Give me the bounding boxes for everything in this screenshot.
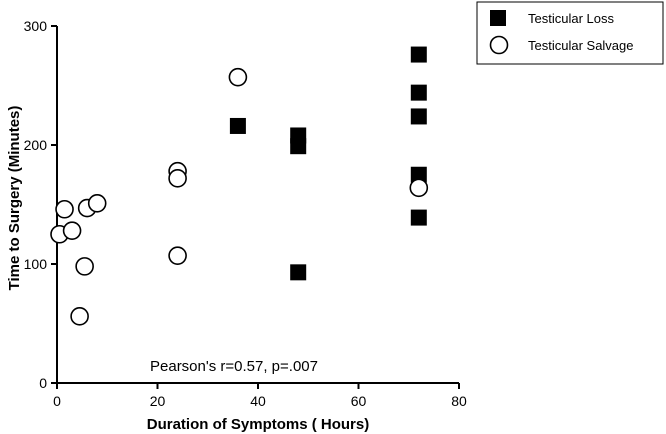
legend-marker-testicular-salvage [489,35,509,55]
y-tick-label: 300 [24,18,48,34]
point-testicular-salvage [75,257,94,276]
point-testicular-salvage [55,199,74,219]
point-testicular-salvage [409,178,429,198]
point-testicular-loss [410,166,427,183]
point-testicular-loss [410,46,427,63]
legend-marker-testicular-loss [490,10,506,26]
y-axis-title: Time to Surgery (Minutes) [6,106,23,291]
y-tick-label: 200 [24,137,48,153]
data-points [50,46,429,326]
point-testicular-loss [290,264,307,281]
point-testicular-salvage [168,246,187,265]
y-tick-label: 0 [39,375,47,391]
x-axis-title: Duration of Symptoms ( Hours) [147,416,370,433]
x-tick-label: 0 [53,393,61,409]
x-tick-label: 20 [150,393,166,409]
point-testicular-salvage [62,221,82,240]
y-tick-label: 100 [24,256,48,272]
legend-label-testicular-loss: Testicular Loss [528,11,614,26]
point-testicular-loss [410,84,427,101]
point-testicular-salvage [168,169,187,188]
point-testicular-salvage [87,194,107,213]
pearson-annotation: Pearson's r=0.57, p=.007 [150,358,318,375]
legend: Testicular Loss Testicular Salvage [476,1,664,65]
ticks: 0 20 40 60 80 0 100 200 300 [24,18,467,409]
point-testicular-loss [410,108,427,125]
x-tick-label: 60 [351,393,367,409]
point-testicular-loss [229,117,246,134]
x-tick-label: 40 [250,393,266,409]
point-testicular-salvage [228,67,248,87]
legend-box [476,1,664,65]
point-testicular-loss [290,138,307,155]
legend-label-testicular-salvage: Testicular Salvage [528,38,634,53]
axes [56,26,459,384]
point-testicular-loss [410,209,427,226]
point-testicular-salvage [70,307,89,326]
x-tick-label: 80 [451,393,467,409]
